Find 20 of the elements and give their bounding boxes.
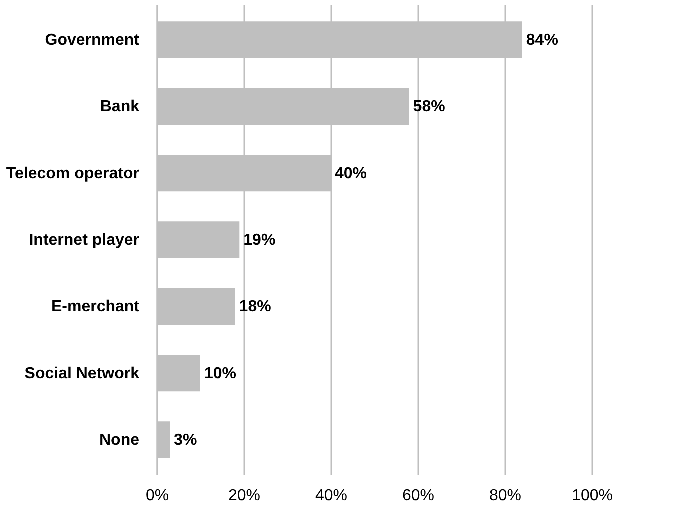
x-tick-label: 20% xyxy=(228,488,261,504)
x-tick-label: 40% xyxy=(315,488,348,504)
y-tick-label: Internet player xyxy=(29,232,140,249)
data-label: 58% xyxy=(413,98,446,116)
x-tick-label: 100% xyxy=(572,488,613,504)
data-label: 18% xyxy=(239,298,272,316)
y-tick-label: None xyxy=(100,432,140,449)
data-label: 84% xyxy=(526,32,558,49)
x-tick-label: 80% xyxy=(489,488,522,504)
y-tick-label: Government xyxy=(45,32,140,49)
x-tick-label: 0% xyxy=(146,488,170,504)
data-label: 10% xyxy=(204,365,237,382)
y-tick-label: E-merchant xyxy=(51,298,140,316)
data-label: 40% xyxy=(335,165,368,182)
data-label: 19% xyxy=(244,232,276,249)
y-tick-label: Bank xyxy=(100,98,140,116)
data-label: 3% xyxy=(174,432,198,449)
x-tick-label: 60% xyxy=(402,488,435,504)
y-tick-label: Telecom operator xyxy=(6,165,140,182)
y-tick-label: Social Network xyxy=(24,365,140,382)
